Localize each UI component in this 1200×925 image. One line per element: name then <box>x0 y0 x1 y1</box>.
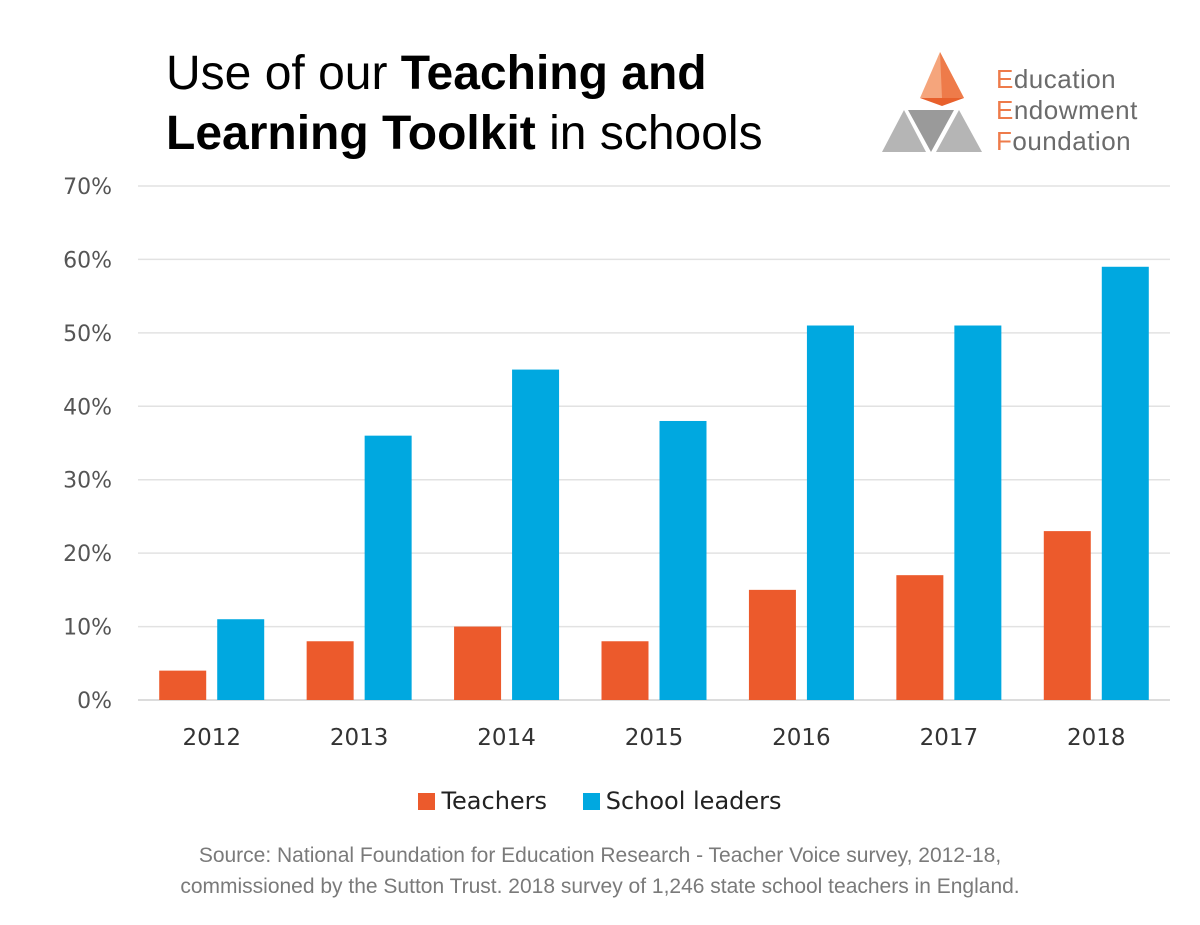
y-tick-label: 50% <box>63 322 112 347</box>
y-tick-label: 70% <box>63 175 112 200</box>
eef-logo-wordmark: Education Endowment Foundation <box>996 64 1138 157</box>
source-note: Source: National Foundation for Educatio… <box>0 840 1200 902</box>
bar-school-leaders <box>217 619 265 700</box>
bar-school-leaders <box>659 420 707 700</box>
x-tick-label: 2015 <box>625 725 684 751</box>
y-tick-label: 30% <box>63 469 112 494</box>
y-tick-label: 10% <box>63 616 112 641</box>
bar-teachers <box>896 575 944 700</box>
bar-teachers <box>1043 531 1091 700</box>
eef-logo: Education Endowment Foundation <box>878 50 1178 160</box>
title-line-2: Learning Toolkit in schools <box>166 107 763 160</box>
x-tick-label: 2013 <box>330 725 389 751</box>
bar-school-leaders <box>806 325 854 700</box>
bar-school-leaders <box>512 369 560 700</box>
logo-line-foundation: Foundation <box>996 126 1132 156</box>
y-tick-label: 20% <box>63 542 112 567</box>
title-line-1: Use of our Teaching and <box>166 47 707 100</box>
legend-swatch-school-leaders <box>582 793 600 810</box>
legend-swatch-teachers <box>418 793 436 810</box>
y-tick-label: 40% <box>63 395 112 420</box>
bar-school-leaders <box>954 325 1002 700</box>
logo-line-education: Education <box>996 64 1117 94</box>
chart-legend: Teachers School leaders <box>0 786 1200 816</box>
x-tick-label: 2018 <box>1067 725 1126 751</box>
bar-teachers <box>306 641 354 700</box>
bar-teachers <box>454 626 502 700</box>
x-tick-label: 2014 <box>477 725 536 751</box>
source-line-2: commissioned by the Sutton Trust. 2018 s… <box>180 875 1020 898</box>
x-tick-label: 2016 <box>772 725 831 751</box>
eef-logo-icon <box>882 52 982 152</box>
source-line-1: Source: National Foundation for Educatio… <box>198 844 1002 867</box>
x-tick-label: 2017 <box>920 725 979 751</box>
y-tick-label: 60% <box>63 248 112 273</box>
legend-item-school-leaders: School leaders <box>582 786 782 816</box>
chart-title: Use of our Teaching and Learning Toolkit… <box>166 44 763 164</box>
legend-item-teachers: Teachers <box>418 786 547 816</box>
x-tick-label: 2012 <box>182 725 241 751</box>
bar-school-leaders <box>364 435 412 700</box>
bar-school-leaders <box>1101 266 1149 700</box>
y-tick-label: 0% <box>77 689 112 714</box>
bar-teachers <box>159 670 207 700</box>
bar-teachers <box>601 641 649 700</box>
bar-teachers <box>748 589 796 700</box>
logo-line-endowment: Endowment <box>996 95 1138 125</box>
